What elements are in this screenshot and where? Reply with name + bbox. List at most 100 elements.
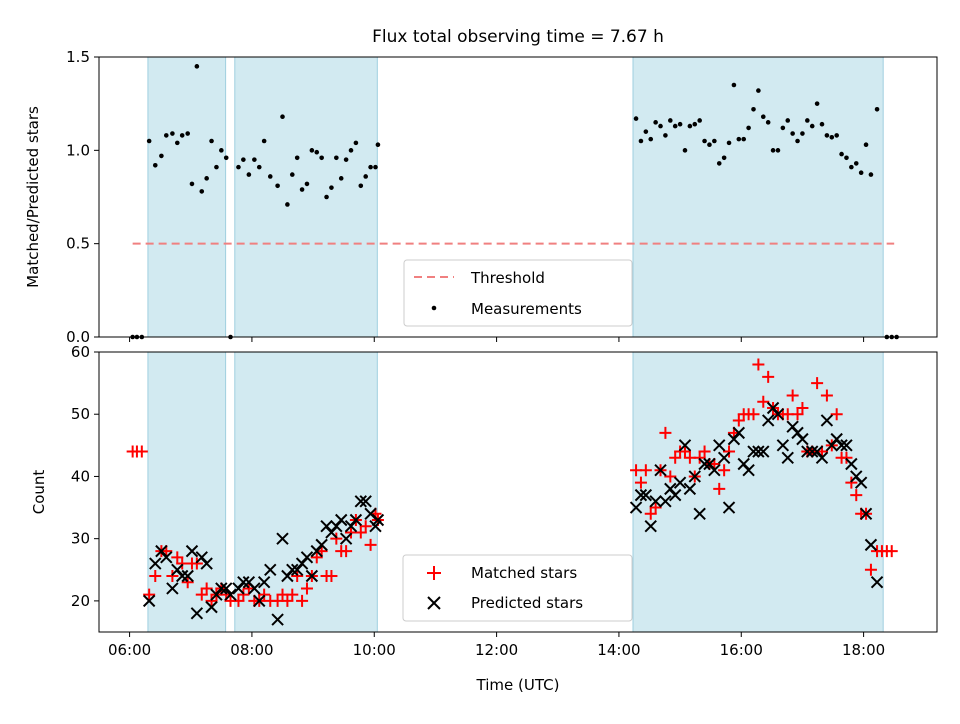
measurement-point <box>241 157 246 162</box>
matched-star-point <box>669 451 682 464</box>
predicted-star-point <box>175 569 189 583</box>
matched-star-point <box>171 551 184 564</box>
measurement-point <box>256 164 262 170</box>
chart-title: Flux total observing time = 7.67 h <box>372 27 664 47</box>
y-tick-label: 1.5 <box>66 48 90 66</box>
predicted-star-point <box>683 482 697 496</box>
matched-star-point <box>762 370 775 383</box>
measurement-point <box>765 120 771 125</box>
measurement-point <box>294 155 300 161</box>
measurement-point <box>756 88 761 93</box>
observing-interval <box>632 56 884 338</box>
matched-star-point <box>757 395 770 408</box>
predicted-star-point <box>160 551 173 564</box>
measurement-point <box>868 172 874 177</box>
matched-star-point <box>752 358 765 371</box>
predicted-star-point <box>253 594 266 608</box>
predicted-star-point <box>305 569 319 583</box>
measurement-point <box>663 133 668 138</box>
measurement-point <box>329 185 334 190</box>
measurement-point <box>146 138 152 144</box>
predicted-star-point <box>300 551 314 564</box>
y-tick-label: 1.0 <box>66 141 90 159</box>
measurement-point <box>324 194 329 200</box>
measurement-point <box>219 148 224 153</box>
y-tick-label: 40 <box>71 467 90 485</box>
matched-star-point <box>634 476 647 489</box>
bottom-y-axis-label: Count <box>30 470 48 515</box>
predicted-star-point <box>339 532 353 545</box>
predicted-star-point <box>806 445 819 458</box>
x-tick-label: 12:00 <box>475 641 518 659</box>
matched-star-point <box>135 445 148 458</box>
measurement-point <box>687 123 693 129</box>
matched-star-point <box>664 470 677 483</box>
predicted-star-point <box>757 445 770 458</box>
predicted-star-point <box>713 439 726 452</box>
predicted-star-point <box>335 513 348 527</box>
measurement-point <box>858 170 864 176</box>
predicted-star-point <box>864 538 878 552</box>
predicted-star-point <box>708 464 721 477</box>
predicted-star-point <box>659 495 672 508</box>
measurement-point <box>174 140 180 146</box>
predicted-star-point <box>200 557 213 570</box>
matched-star-point <box>678 445 691 458</box>
threshold-legend-label: Threshold <box>470 269 545 287</box>
predicted-star-point <box>781 451 794 464</box>
matched-star-point <box>796 402 809 414</box>
x-tick-label: 18:00 <box>842 641 885 659</box>
predicted-star-point <box>693 507 706 520</box>
measurement-point <box>809 123 815 129</box>
measurement-point <box>721 155 727 161</box>
matched-star-point <box>732 414 745 427</box>
predicted-star-point <box>717 451 731 464</box>
predicted-star-point <box>315 538 328 552</box>
matched-star-point <box>723 445 736 458</box>
predicted-star-point <box>771 408 785 421</box>
predicted-star-point <box>215 582 228 595</box>
measurement-point <box>849 164 854 170</box>
measurement-point <box>358 183 364 189</box>
matched-star-point <box>644 507 657 520</box>
measurement-point <box>236 164 241 170</box>
measurement-point <box>712 138 717 144</box>
measurement-point <box>159 153 164 159</box>
x-tick-label: 06:00 <box>108 641 151 659</box>
matched-star-point <box>340 545 353 558</box>
measurement-point <box>319 155 324 161</box>
measurement-point <box>834 133 839 138</box>
matched-star-point <box>325 570 338 582</box>
observing-interval <box>147 56 227 338</box>
bottom-y-ticks: 20 30 40 50 60 <box>71 343 99 610</box>
y-tick-label: 0.5 <box>66 235 90 253</box>
observing-interval <box>147 351 227 633</box>
predicted-star-point <box>845 457 858 471</box>
measurement-point <box>863 142 869 148</box>
measurement-point <box>309 148 315 153</box>
measurement-point <box>185 131 190 136</box>
bottom-x-axis-label: Time (UTC) <box>476 676 560 694</box>
predicted-star-point <box>678 439 692 452</box>
predicted-star-point <box>732 426 746 440</box>
predicted-star-point <box>752 445 765 458</box>
measurement-point <box>829 134 835 140</box>
predicted-star-point <box>224 588 237 601</box>
x-tick-label: 10:00 <box>353 641 396 659</box>
measurement-point <box>348 148 354 153</box>
top-axes-frame <box>98 56 938 338</box>
measurement-point <box>707 142 712 148</box>
predicted-star-point <box>181 569 194 583</box>
predicted-star-point <box>801 445 814 458</box>
bottom-axes-frame <box>98 351 938 633</box>
measurement-point <box>170 131 175 136</box>
x-tick-label: 16:00 <box>720 641 763 659</box>
measurement-point <box>697 118 702 123</box>
matched-star-point <box>200 582 213 595</box>
measurement-point <box>741 136 747 142</box>
predicted-star-point <box>190 607 204 620</box>
measurement-point <box>338 176 344 181</box>
measurement-point <box>194 64 200 69</box>
measurement-point <box>853 161 859 166</box>
